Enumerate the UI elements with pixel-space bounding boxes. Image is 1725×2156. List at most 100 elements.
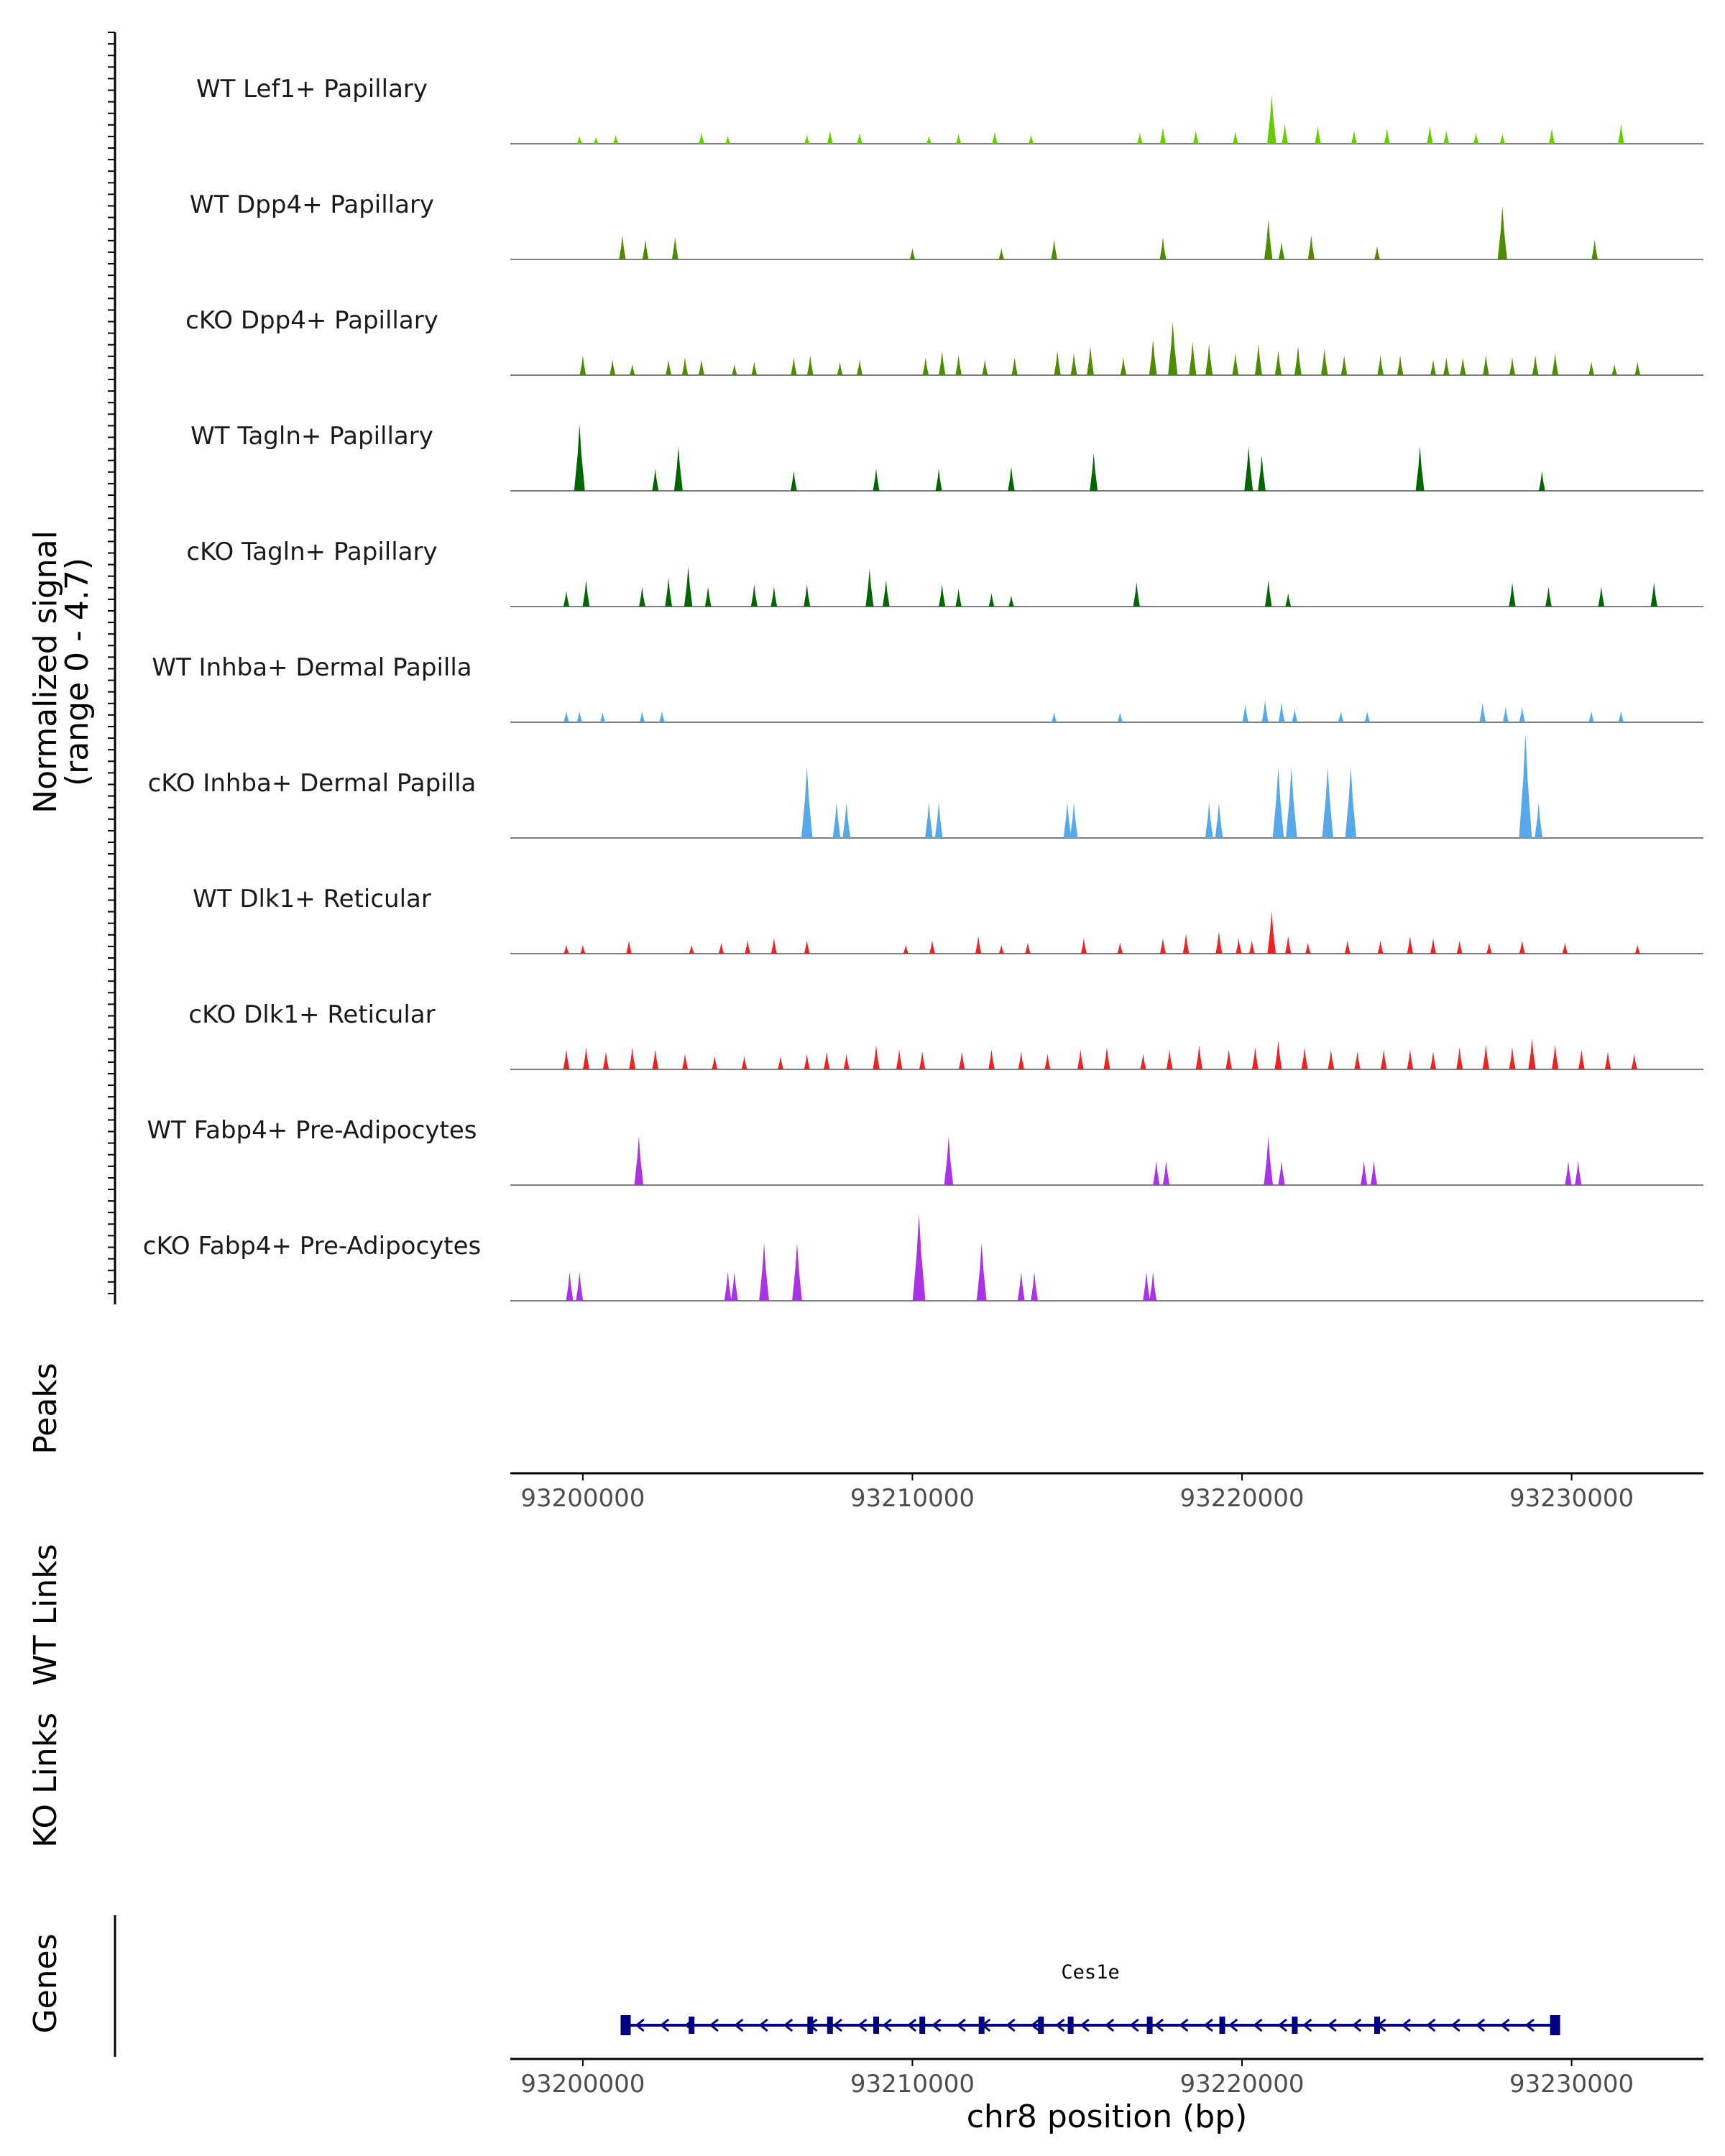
gene-name-label: Ces1e xyxy=(1061,1961,1119,1984)
signal-peak xyxy=(1192,130,1199,144)
signal-peak xyxy=(1473,132,1479,144)
signal-peak xyxy=(1292,709,1298,722)
signal-peak xyxy=(1189,341,1197,375)
signal-peak xyxy=(1137,132,1143,144)
track-7: WT Dlk1+ Reticular xyxy=(193,885,1703,954)
signal-peak xyxy=(1305,942,1311,954)
signal-peak xyxy=(912,1214,926,1301)
signal-peak xyxy=(639,586,645,607)
signal-peak xyxy=(778,1056,783,1069)
strand-arrow-icon xyxy=(709,2018,719,2032)
signal-peak xyxy=(935,469,942,491)
signal-peak xyxy=(1535,802,1543,838)
signal-peak xyxy=(576,136,582,144)
signal-peak xyxy=(1070,802,1078,838)
signal-peak xyxy=(1011,357,1018,375)
signal-peak xyxy=(857,132,862,144)
signal-peak xyxy=(698,359,704,375)
signal-peak xyxy=(922,357,929,375)
signal-peak xyxy=(1182,934,1190,954)
gene-exon xyxy=(827,2017,833,2034)
gene-exon xyxy=(1374,2017,1380,2034)
gene-exon xyxy=(873,2017,879,2034)
track-6: cKO Inhba+ Dermal Papilla xyxy=(148,734,1703,839)
track-label: WT Dpp4+ Papillary xyxy=(190,190,434,219)
gene-exon xyxy=(1146,2017,1153,2034)
signal-peak xyxy=(1307,235,1315,259)
signal-peak xyxy=(718,942,724,954)
signal-peak xyxy=(619,235,626,259)
track-label: cKO Tagln+ Papillary xyxy=(186,538,437,566)
signal-peak xyxy=(955,355,962,375)
signal-peak xyxy=(1486,942,1492,954)
strand-arrow-icon xyxy=(1203,2018,1213,2032)
signal-peak xyxy=(1340,355,1348,375)
signal-peak xyxy=(1301,1047,1308,1069)
track-8: cKO Dlk1+ Reticular xyxy=(188,1000,1703,1070)
signal-peak xyxy=(1380,1049,1387,1069)
signal-peak xyxy=(1407,936,1414,954)
signal-peak xyxy=(1509,357,1516,375)
signal-peak xyxy=(801,767,813,838)
signal-peak xyxy=(1588,361,1594,375)
signal-peak xyxy=(975,936,982,954)
wt-links-panel-label: WT Links xyxy=(27,1544,64,1685)
signal-peak xyxy=(629,364,635,375)
signal-peak xyxy=(1051,239,1057,259)
signal-peak xyxy=(1258,455,1266,491)
signal-peak xyxy=(1133,582,1140,607)
signal-peak xyxy=(599,712,606,722)
signal-peak xyxy=(1377,940,1384,954)
signal-peak xyxy=(925,802,933,838)
signal-peak xyxy=(1267,911,1276,954)
signal-peak xyxy=(1407,1049,1414,1069)
track-2: cKO Dpp4+ Papillary xyxy=(185,306,1703,376)
strand-arrow-icon xyxy=(733,2018,744,2032)
signal-peak xyxy=(1499,134,1505,144)
signal-peak xyxy=(1370,1161,1378,1185)
signal-peak xyxy=(1565,1161,1572,1185)
gene-exon xyxy=(620,2015,631,2035)
signal-peak xyxy=(919,1051,926,1069)
strand-arrow-icon xyxy=(1500,2018,1510,2032)
signal-peak xyxy=(1008,595,1014,607)
signal-peak xyxy=(1028,134,1034,144)
signal-peak xyxy=(1285,593,1292,607)
signal-peak xyxy=(1236,938,1242,954)
signal-peak xyxy=(1634,944,1640,954)
signal-peak xyxy=(1377,355,1384,375)
signal-peak xyxy=(1456,1047,1463,1069)
signal-peak xyxy=(1509,1047,1516,1069)
signal-peak xyxy=(1338,711,1344,722)
signal-peak xyxy=(1456,940,1463,954)
signal-peak xyxy=(682,1054,689,1069)
signal-peak xyxy=(1205,802,1213,838)
signal-peak xyxy=(1328,1049,1335,1069)
strand-arrow-icon xyxy=(1030,2018,1041,2032)
signal-peak xyxy=(1159,237,1167,259)
signal-peak xyxy=(1242,704,1248,722)
signal-peak xyxy=(791,471,797,491)
signal-peak xyxy=(582,580,590,607)
ko-links-panel-label: KO Links xyxy=(27,1713,64,1848)
signal-peak xyxy=(665,577,673,607)
signal-peak xyxy=(639,711,645,722)
signal-peak xyxy=(1286,767,1297,838)
signal-peak xyxy=(959,1051,965,1069)
signal-peak xyxy=(873,469,880,491)
y-axis-title: Normalized signal (range 0 - 4.7) xyxy=(27,530,96,814)
signal-peak xyxy=(741,1056,748,1069)
signal-peak xyxy=(998,248,1004,259)
signal-peak xyxy=(1575,1161,1582,1185)
track-label: cKO Dlk1+ Reticular xyxy=(188,1000,435,1029)
strand-arrow-icon xyxy=(783,2018,794,2032)
signal-peak xyxy=(1117,712,1123,722)
peaks-panel-label: Peaks xyxy=(27,1363,64,1454)
signal-peak xyxy=(1460,357,1466,375)
genes-panel-label: Genes xyxy=(27,1933,64,2033)
signal-peak xyxy=(564,944,569,954)
signal-peak xyxy=(1497,206,1507,259)
signal-peak xyxy=(1120,357,1127,375)
signal-peak xyxy=(1143,1271,1150,1301)
signal-peak xyxy=(579,355,586,375)
